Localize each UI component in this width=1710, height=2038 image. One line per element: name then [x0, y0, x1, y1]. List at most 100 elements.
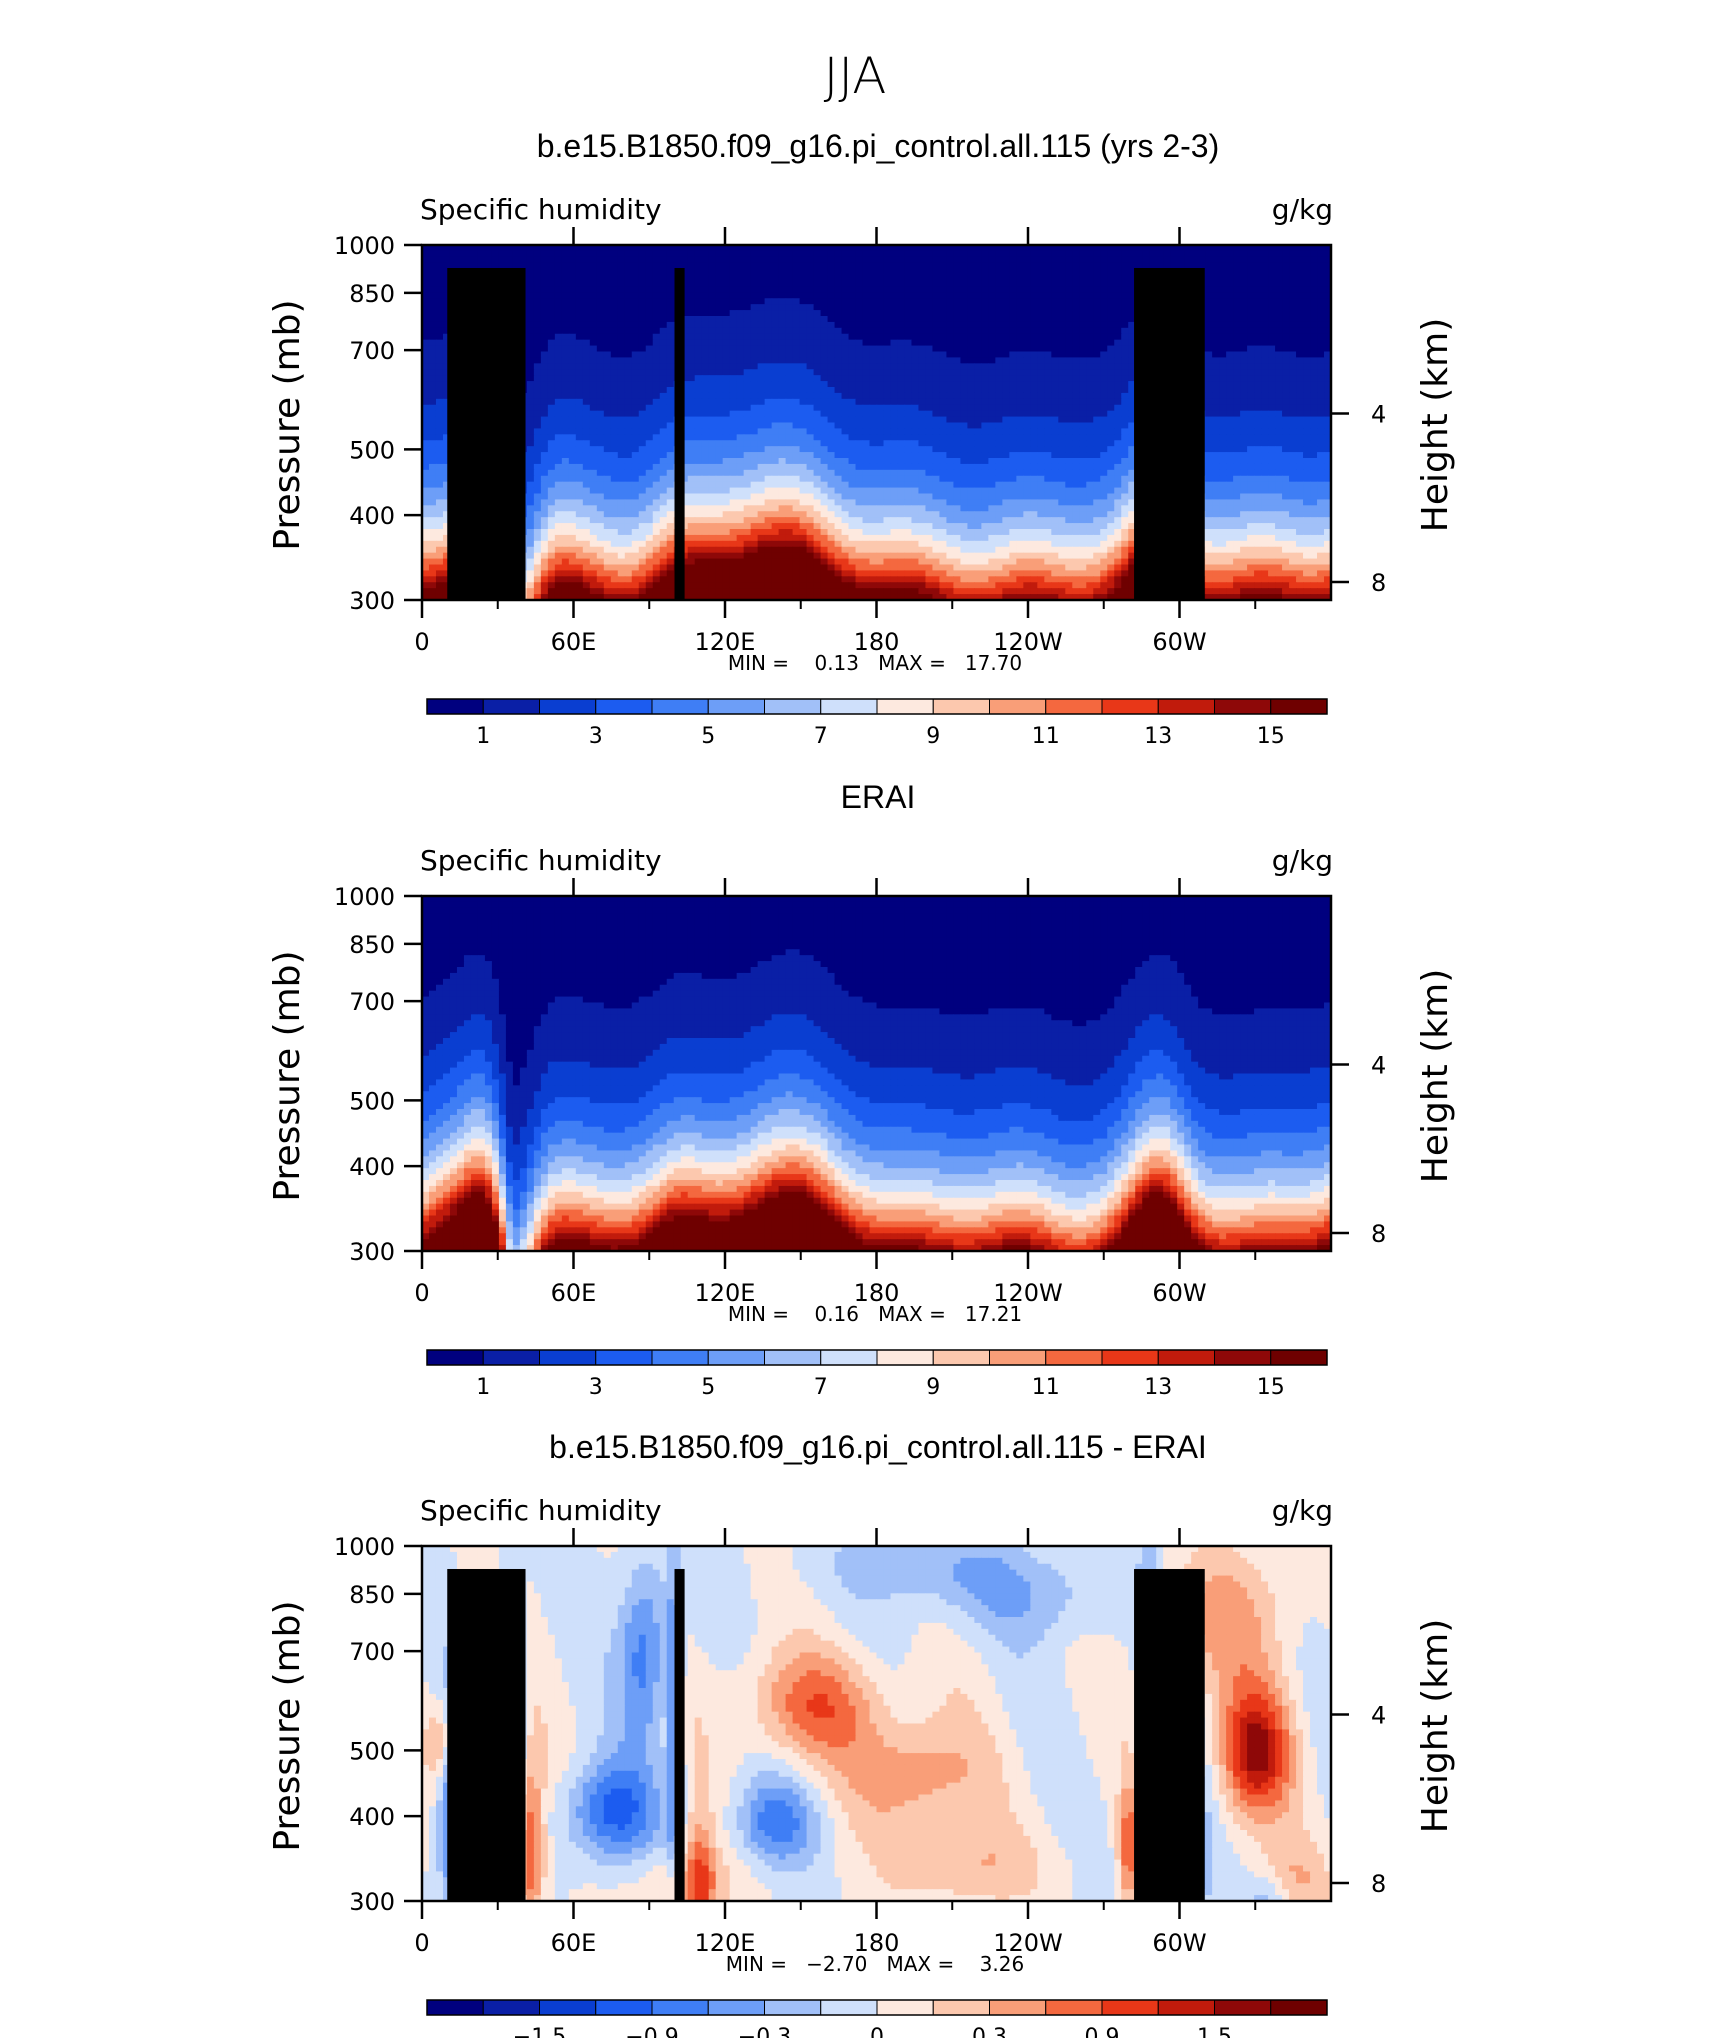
heatmap-cell — [596, 463, 605, 471]
heatmap-cell — [904, 245, 913, 252]
heatmap-cell — [582, 345, 591, 353]
heatmap-cell — [645, 440, 654, 447]
heatmap-cell — [1226, 463, 1234, 471]
heatmap-cell — [1324, 333, 1332, 341]
heatmap-cell — [1212, 339, 1220, 347]
heatmap-cell — [1324, 369, 1332, 376]
heatmap-cell — [694, 274, 703, 282]
heatmap-cell — [715, 416, 724, 424]
heatmap-cell — [862, 351, 871, 359]
heatmap-cell — [533, 256, 542, 264]
heatmap-cell — [757, 381, 766, 388]
heatmap-cell — [1310, 327, 1318, 335]
heatmap-cell — [1296, 333, 1304, 341]
heatmap-cell — [841, 375, 850, 382]
heatmap-cell — [1009, 434, 1017, 441]
heatmap-cell — [1030, 398, 1038, 406]
heatmap-cell — [834, 404, 843, 412]
heatmap-cell — [428, 381, 437, 388]
heatmap-cell — [1037, 381, 1045, 388]
heatmap-cell — [967, 387, 975, 394]
heatmap-cell — [1023, 339, 1031, 347]
heatmap-cell — [1016, 351, 1024, 359]
heatmap-cell — [617, 452, 626, 459]
heatmap-cell — [1247, 304, 1255, 311]
heatmap-cell — [1100, 274, 1108, 282]
heatmap-cell — [666, 387, 675, 394]
heatmap-cell — [1205, 416, 1213, 424]
heatmap-cell — [1051, 327, 1059, 335]
heatmap-cell — [1058, 422, 1066, 430]
heatmap-cell — [1240, 363, 1248, 370]
heatmap-cell — [547, 428, 556, 435]
heatmap-cell — [708, 262, 717, 270]
heatmap-cell — [1037, 434, 1045, 441]
heatmap-cell — [1247, 274, 1255, 282]
heatmap-cell — [652, 262, 661, 270]
heatmap-cell — [932, 458, 941, 465]
heatmap-cell — [1079, 298, 1087, 305]
heatmap-cell — [442, 428, 451, 435]
heatmap-cell — [617, 292, 626, 299]
heatmap-cell — [1317, 316, 1325, 323]
heatmap-cell — [1051, 245, 1059, 252]
heatmap-cell — [1226, 333, 1234, 341]
heatmap-cell — [1093, 310, 1101, 317]
heatmap-cell — [715, 321, 724, 329]
heatmap-cell — [995, 339, 1003, 347]
heatmap-cell — [974, 463, 982, 471]
heatmap-cell — [855, 333, 864, 341]
heatmap-cell — [1261, 410, 1269, 418]
heatmap-cell — [1037, 416, 1045, 424]
heatmap-cell — [1261, 339, 1269, 347]
heatmap-cell — [1205, 398, 1213, 406]
heatmap-cell — [442, 345, 451, 353]
heatmap-cell — [1219, 458, 1227, 465]
heatmap-cell — [582, 375, 591, 382]
heatmap-cell — [1289, 452, 1297, 459]
heatmap-cell — [736, 404, 745, 412]
heatmap-cell — [1247, 339, 1255, 347]
heatmap-cell — [1114, 351, 1122, 359]
heatmap-cell — [1282, 404, 1290, 412]
heatmap-cell — [575, 310, 584, 317]
heatmap-cell — [799, 274, 808, 282]
heatmap-cell — [1226, 404, 1234, 412]
heatmap-cell — [764, 250, 773, 258]
heatmap-cell — [967, 452, 975, 459]
heatmap-cell — [981, 387, 989, 394]
heatmap-cell — [862, 392, 871, 400]
heatmap-cell — [603, 245, 612, 252]
heatmap-cell — [708, 304, 717, 311]
heatmap-cell — [1296, 304, 1304, 311]
heatmap-cell — [988, 327, 996, 335]
heatmap-cell — [911, 410, 920, 418]
heatmap-cell — [1086, 274, 1094, 282]
heatmap-cell — [757, 245, 766, 252]
heatmap-cell — [463, 250, 472, 258]
heatmap-cell — [939, 321, 948, 329]
heatmap-cell — [645, 422, 654, 430]
heatmap-cell — [596, 458, 605, 465]
heatmap-cell — [1009, 274, 1017, 282]
heatmap-cell — [701, 410, 710, 418]
heatmap-cell — [1009, 250, 1017, 258]
heatmap-cell — [757, 440, 766, 447]
heatmap-cell — [582, 357, 591, 364]
heatmap-cell — [834, 375, 843, 382]
heatmap-cell — [1282, 398, 1290, 406]
heatmap-cell — [974, 298, 982, 305]
heatmap-cell — [1289, 298, 1297, 305]
heatmap-cell — [526, 398, 535, 406]
heatmap-cell — [855, 339, 864, 347]
heatmap-cell — [561, 351, 570, 359]
heatmap-cell — [960, 369, 968, 376]
heatmap-cell — [988, 392, 996, 400]
heatmap-cell — [876, 280, 885, 288]
heatmap-cell — [1002, 292, 1010, 299]
heatmap-cell — [1128, 327, 1136, 335]
heatmap-cell — [834, 245, 843, 252]
heatmap-cell — [792, 268, 801, 276]
heatmap-cell — [1317, 304, 1325, 311]
heatmap-cell — [449, 250, 458, 258]
